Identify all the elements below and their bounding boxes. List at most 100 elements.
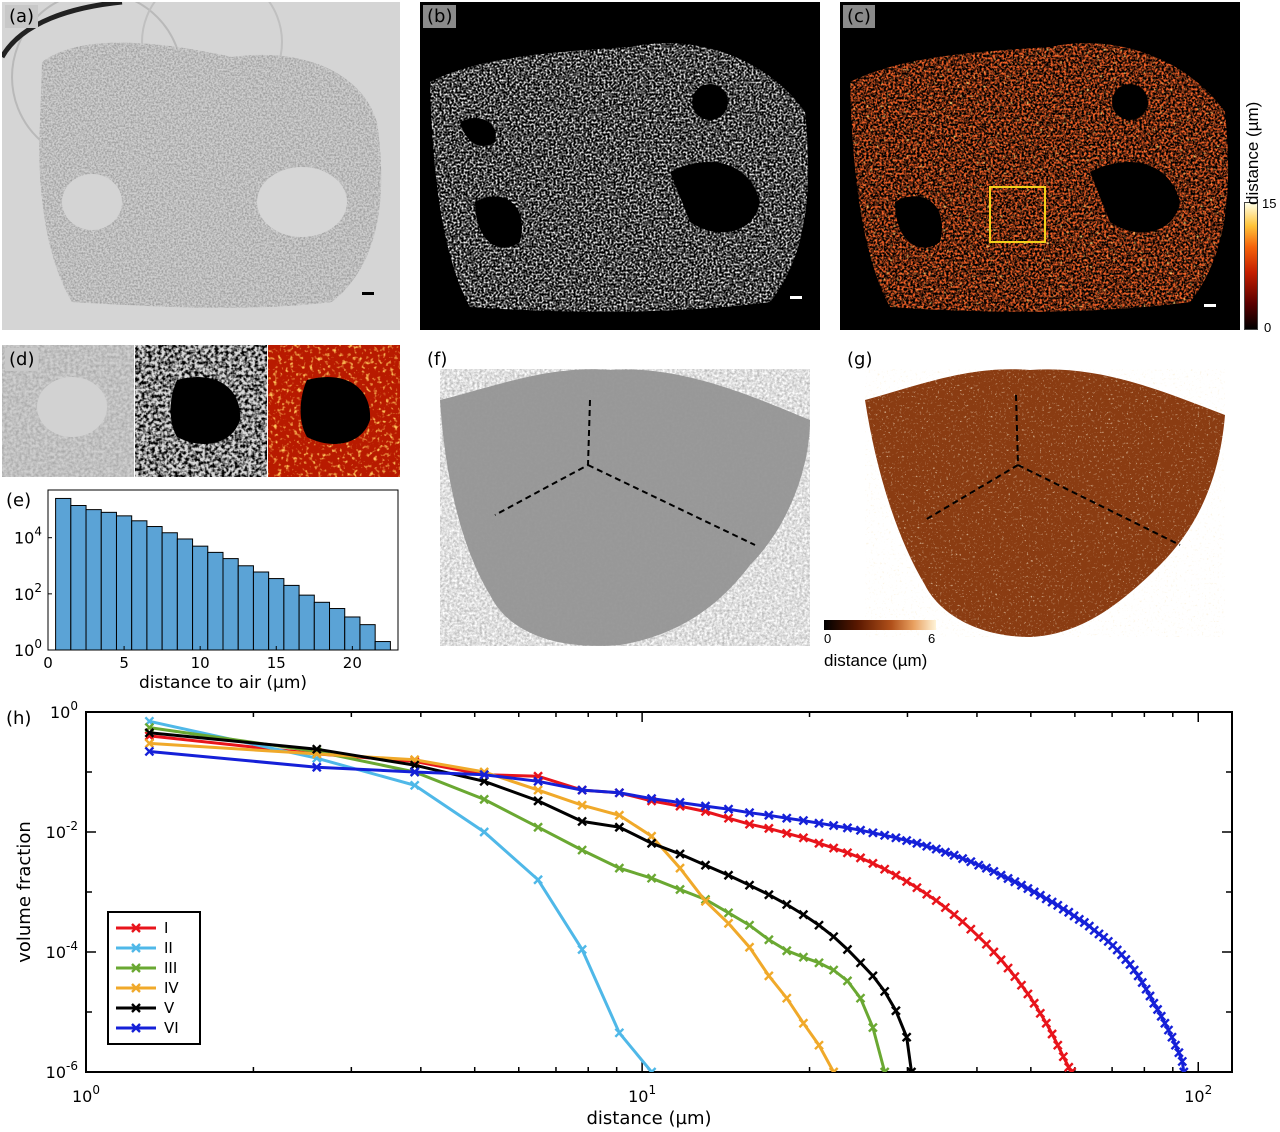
series-marker-V <box>891 1005 901 1016</box>
line-chart-y-axis-label: volume fraction <box>14 821 35 963</box>
series-marker-VI <box>764 810 774 821</box>
series-marker-I <box>1052 1040 1063 1051</box>
series-marker-III <box>614 863 625 873</box>
series-marker-I <box>965 924 976 935</box>
series-marker-VI <box>1023 883 1033 894</box>
series-marker-VI <box>973 860 984 871</box>
series-marker-V <box>814 920 824 931</box>
series-marker-I <box>940 902 951 913</box>
colorbar-g-title: distance (µm) <box>824 651 928 670</box>
series-marker-V <box>723 870 734 881</box>
series-marker-III <box>814 957 824 968</box>
series-marker-III <box>723 907 734 918</box>
series-marker-I <box>723 813 734 824</box>
histogram-bar <box>252 571 270 651</box>
series-marker-VI <box>675 797 685 808</box>
series-marker-IV <box>723 918 734 929</box>
series-marker-VI <box>1047 897 1057 907</box>
series-marker-VI <box>921 841 932 852</box>
series-marker-I <box>1010 971 1020 982</box>
series-marker-VI <box>1163 1025 1174 1035</box>
histogram-x-tick-label: 0 <box>43 654 53 672</box>
series-marker-IV <box>577 800 587 811</box>
series-marker-VI <box>1029 887 1040 897</box>
panel-d-zoom-strip: (d) <box>2 345 400 477</box>
panel-label-h: (h) <box>6 708 31 729</box>
series-marker-VI <box>798 815 809 826</box>
series-marker-VI <box>1035 890 1046 901</box>
line-chart-plot-area <box>144 716 1189 1072</box>
panel-label-b: (b) <box>423 5 457 28</box>
line-chart-y-tick-label: 10-2 <box>46 819 78 842</box>
series-marker-V <box>675 849 685 859</box>
series-marker-III <box>879 1067 890 1072</box>
legend-label-V: V <box>164 999 175 1017</box>
micrograph-image <box>2 2 400 330</box>
histogram-bar <box>237 565 254 651</box>
series-marker-I <box>988 947 999 957</box>
colorbar-c-max: 15 <box>1262 196 1277 211</box>
legend-marker-I <box>131 923 141 933</box>
series-marker-IV <box>828 1067 839 1072</box>
series-marker-VI <box>949 850 960 861</box>
histogram-bar <box>176 538 194 651</box>
panel-label-d: (d) <box>5 348 39 371</box>
histogram-bar <box>283 584 300 651</box>
series-marker-I <box>744 819 755 830</box>
line-chart-y-tick-label: 10-4 <box>46 939 78 962</box>
panel-c-distance-map: (c) <box>840 2 1240 330</box>
series-marker-I <box>912 882 922 893</box>
series-marker-III <box>798 952 809 963</box>
histogram-bar <box>359 624 376 651</box>
legend-marker-VI <box>131 1023 141 1033</box>
series-marker-VI <box>1177 1056 1188 1067</box>
panel-a-micrograph: (a) <box>2 2 400 330</box>
colorbar-c <box>1244 202 1258 330</box>
series-marker-V <box>901 1032 912 1043</box>
panel-label-a: (a) <box>5 5 39 28</box>
series-marker-VI <box>614 787 625 798</box>
histogram-x-axis-label: distance to air (µm) <box>139 673 307 693</box>
series-marker-I <box>1041 1018 1052 1029</box>
series-marker-III <box>855 993 866 1004</box>
series-marker-V <box>868 971 878 981</box>
line-chart-frame <box>85 711 1233 1073</box>
series-marker-VI <box>814 818 824 829</box>
series-marker-I <box>781 828 792 839</box>
series-marker-II <box>479 827 490 837</box>
series-marker-VI <box>533 776 543 787</box>
series-marker-VI <box>577 785 587 795</box>
series-marker-III <box>744 920 755 931</box>
series-marker-I <box>1035 1008 1046 1019</box>
series-marker-II <box>409 780 420 791</box>
series-marker-V <box>781 899 792 910</box>
series-marker-VI <box>1041 893 1052 904</box>
series-marker-VI <box>891 832 901 843</box>
legend-label-VI: VI <box>164 1019 179 1037</box>
series-marker-VI <box>1145 991 1155 1001</box>
series-marker-VI <box>1167 1032 1177 1043</box>
series-marker-I <box>814 838 824 849</box>
panel-label-e: (e) <box>6 490 31 511</box>
legend-box <box>107 911 201 1045</box>
histogram-x-tick-label: 15 <box>267 654 286 672</box>
series-marker-VI <box>1058 904 1069 914</box>
histogram-x-tick-label: 10 <box>191 654 210 672</box>
series-marker-I <box>828 843 839 853</box>
series-marker-V <box>879 986 890 997</box>
zoom-box <box>989 186 1046 243</box>
series-marker-VI <box>957 853 968 864</box>
series-marker-VI <box>646 793 657 804</box>
series-marker-IV <box>781 993 792 1004</box>
panel-label-g: (g) <box>847 349 873 370</box>
series-marker-I <box>901 876 912 887</box>
line-chart-x-tick-label: 100 <box>72 1083 100 1106</box>
series-marker-I <box>1058 1051 1069 1062</box>
histogram-bar <box>115 515 133 651</box>
legend-marker-II <box>131 943 141 953</box>
series-marker-VI <box>781 813 792 824</box>
histogram-bar <box>70 505 87 651</box>
histogram-bar <box>313 601 331 651</box>
line-chart-y-tick-label: 10-6 <box>46 1059 78 1082</box>
histogram-bar <box>161 532 178 651</box>
